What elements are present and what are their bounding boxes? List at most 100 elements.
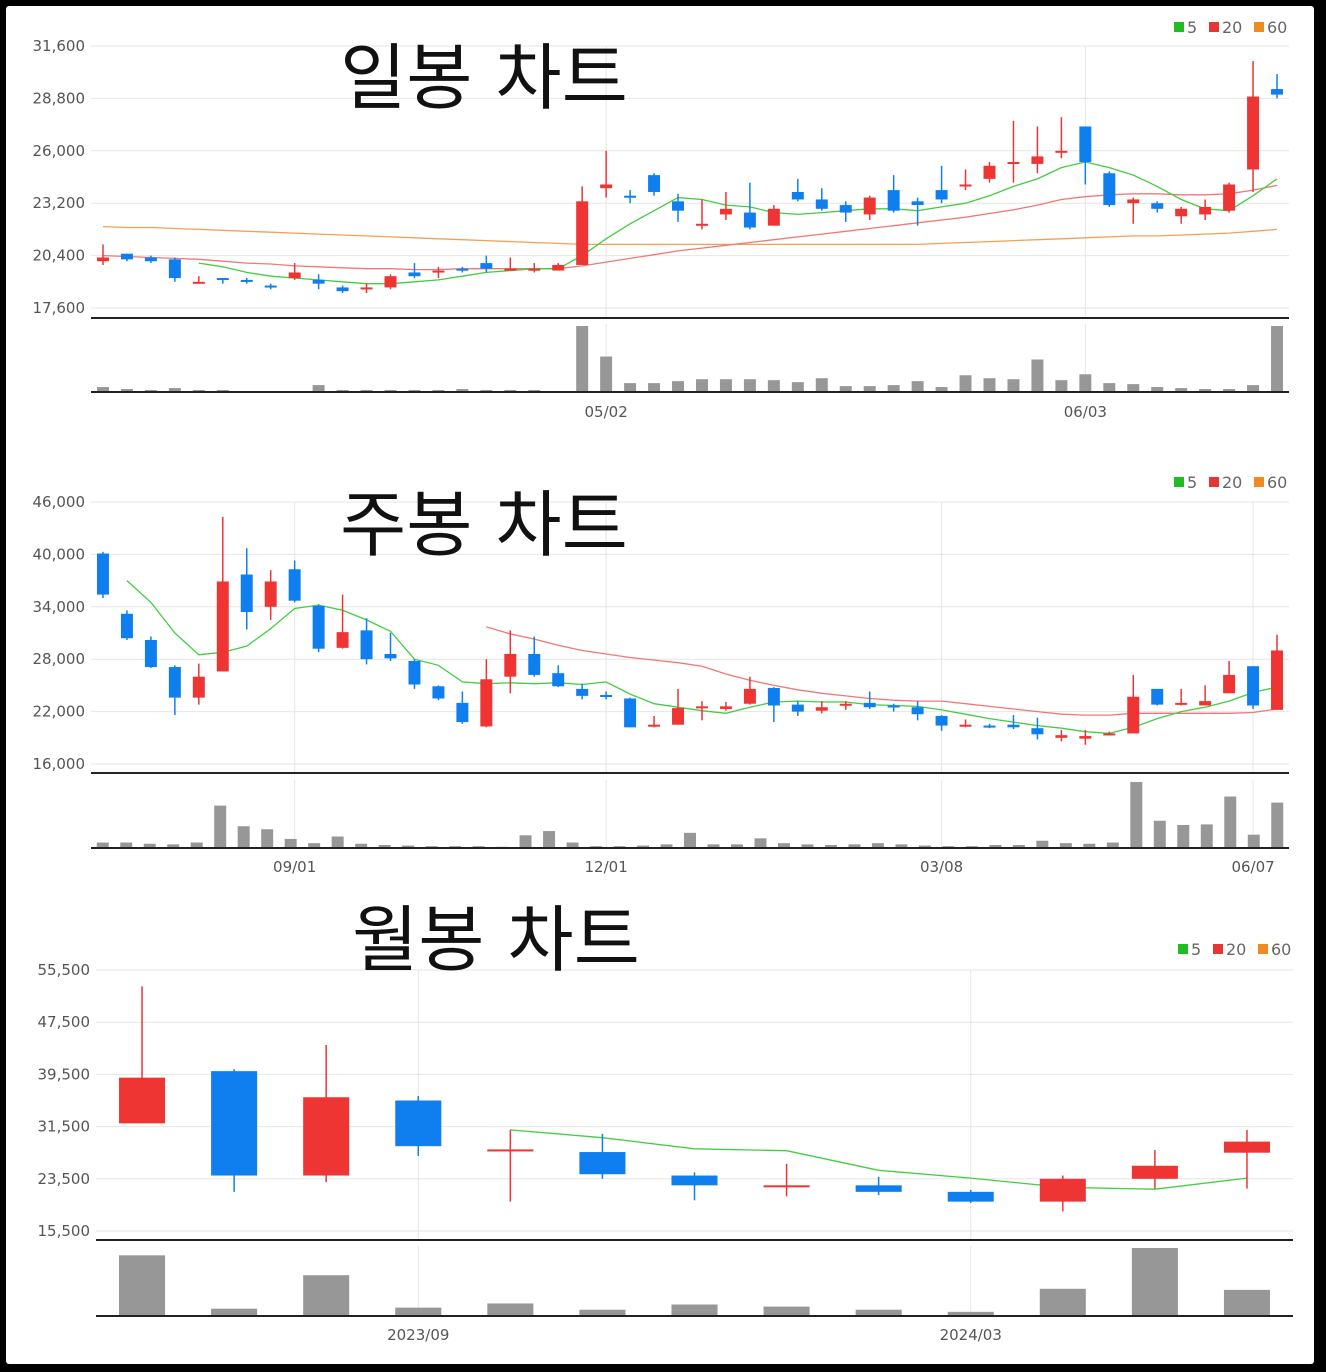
legend-item: 60 bbox=[1258, 940, 1291, 959]
candle-body bbox=[1247, 96, 1260, 170]
candle-body bbox=[959, 184, 972, 187]
candle bbox=[815, 701, 828, 714]
candle bbox=[719, 191, 732, 221]
candle-body bbox=[855, 1185, 902, 1192]
candle-body bbox=[432, 270, 445, 273]
candle bbox=[408, 263, 421, 279]
candle-body bbox=[395, 1100, 442, 1147]
candle bbox=[767, 205, 780, 226]
y-tick-label: 31,500 bbox=[38, 1118, 91, 1136]
candle-body bbox=[211, 1071, 258, 1176]
candle bbox=[1103, 731, 1116, 736]
candle-body bbox=[1039, 1178, 1086, 1202]
candle bbox=[947, 1189, 994, 1203]
candle-body bbox=[1199, 206, 1212, 215]
volume-bar bbox=[871, 843, 884, 848]
candle bbox=[504, 630, 517, 694]
candle bbox=[1151, 688, 1164, 706]
candle-body bbox=[1007, 162, 1020, 165]
candle bbox=[743, 676, 756, 705]
candle-body bbox=[579, 1152, 626, 1175]
volume-bar bbox=[579, 1309, 626, 1316]
candle-body bbox=[1247, 666, 1260, 706]
candle-body bbox=[863, 197, 876, 215]
candle bbox=[1031, 717, 1044, 740]
candle-body bbox=[144, 257, 157, 262]
volume-bar bbox=[695, 379, 708, 392]
candle-body bbox=[1271, 89, 1284, 95]
y-tick-label: 20,400 bbox=[33, 247, 86, 265]
legend-item: 5 bbox=[1174, 18, 1197, 37]
candle-body bbox=[600, 184, 613, 189]
candle-body bbox=[96, 553, 109, 595]
volume-bar bbox=[918, 845, 931, 848]
volume-bar bbox=[1175, 388, 1188, 392]
candle-body bbox=[763, 1185, 810, 1188]
legend-label: 20 bbox=[1222, 18, 1242, 37]
candle bbox=[480, 659, 493, 728]
volume-bar bbox=[487, 1303, 534, 1316]
legend-item: 5 bbox=[1174, 473, 1197, 492]
candle-body bbox=[1055, 150, 1068, 153]
legend-swatch bbox=[1258, 944, 1268, 954]
legend-label: 60 bbox=[1271, 940, 1291, 959]
y-tick-label: 28,000 bbox=[33, 650, 86, 668]
candle-body bbox=[336, 287, 349, 292]
y-tick-label: 31,600 bbox=[33, 37, 86, 55]
volume-bar bbox=[190, 842, 203, 848]
candle-body bbox=[791, 704, 804, 712]
candle bbox=[384, 633, 397, 661]
volume-bar bbox=[1083, 843, 1096, 848]
volume-bar bbox=[1055, 380, 1068, 392]
candle-body bbox=[408, 272, 421, 277]
volume-bar bbox=[989, 844, 1002, 848]
legend-label: 5 bbox=[1187, 473, 1197, 492]
candle-body bbox=[576, 201, 589, 265]
volume-bar bbox=[1127, 384, 1140, 392]
candle bbox=[911, 197, 924, 226]
candle bbox=[1175, 206, 1188, 224]
candle-body bbox=[648, 175, 661, 192]
candle bbox=[855, 1176, 902, 1196]
volume-bar bbox=[777, 843, 790, 848]
legend-item: 5 bbox=[1178, 940, 1201, 959]
chart-title: 월봉 차트 bbox=[352, 898, 640, 982]
candle bbox=[791, 178, 804, 202]
volume-bar bbox=[624, 383, 637, 392]
candle bbox=[1031, 126, 1044, 174]
chart-title: 주봉 차트 bbox=[340, 483, 628, 567]
candle bbox=[528, 263, 541, 273]
legend-label: 5 bbox=[1191, 940, 1201, 959]
candle bbox=[695, 199, 708, 230]
volume-bar bbox=[730, 844, 743, 848]
candle bbox=[240, 278, 253, 284]
volume-bar bbox=[378, 844, 391, 848]
legend-swatch bbox=[1213, 944, 1223, 954]
candle bbox=[168, 665, 181, 716]
candle bbox=[648, 173, 661, 196]
candle-body bbox=[240, 574, 253, 613]
candle bbox=[1103, 171, 1116, 207]
candle-body bbox=[1271, 650, 1284, 710]
candle-body bbox=[1103, 733, 1116, 736]
volume-bar bbox=[566, 842, 579, 848]
volume-bar bbox=[637, 845, 650, 848]
candle bbox=[303, 1045, 350, 1183]
volume-bar bbox=[754, 838, 767, 848]
candle-body bbox=[1223, 184, 1236, 211]
volume-bar bbox=[1224, 796, 1237, 848]
legend-label: 5 bbox=[1187, 18, 1197, 37]
candle bbox=[911, 701, 924, 721]
volume-bar bbox=[1079, 374, 1092, 392]
y-tick-label: 55,500 bbox=[38, 961, 91, 979]
candle-body bbox=[815, 707, 828, 711]
volume-bar bbox=[791, 382, 804, 392]
candle bbox=[552, 263, 565, 271]
volume-bar bbox=[1247, 385, 1260, 392]
y-tick-label: 15,500 bbox=[38, 1222, 91, 1240]
candle bbox=[576, 186, 589, 265]
volume-bar bbox=[767, 380, 780, 392]
candle-body bbox=[216, 581, 229, 672]
volume-bar bbox=[815, 378, 828, 392]
candle bbox=[395, 1095, 442, 1156]
